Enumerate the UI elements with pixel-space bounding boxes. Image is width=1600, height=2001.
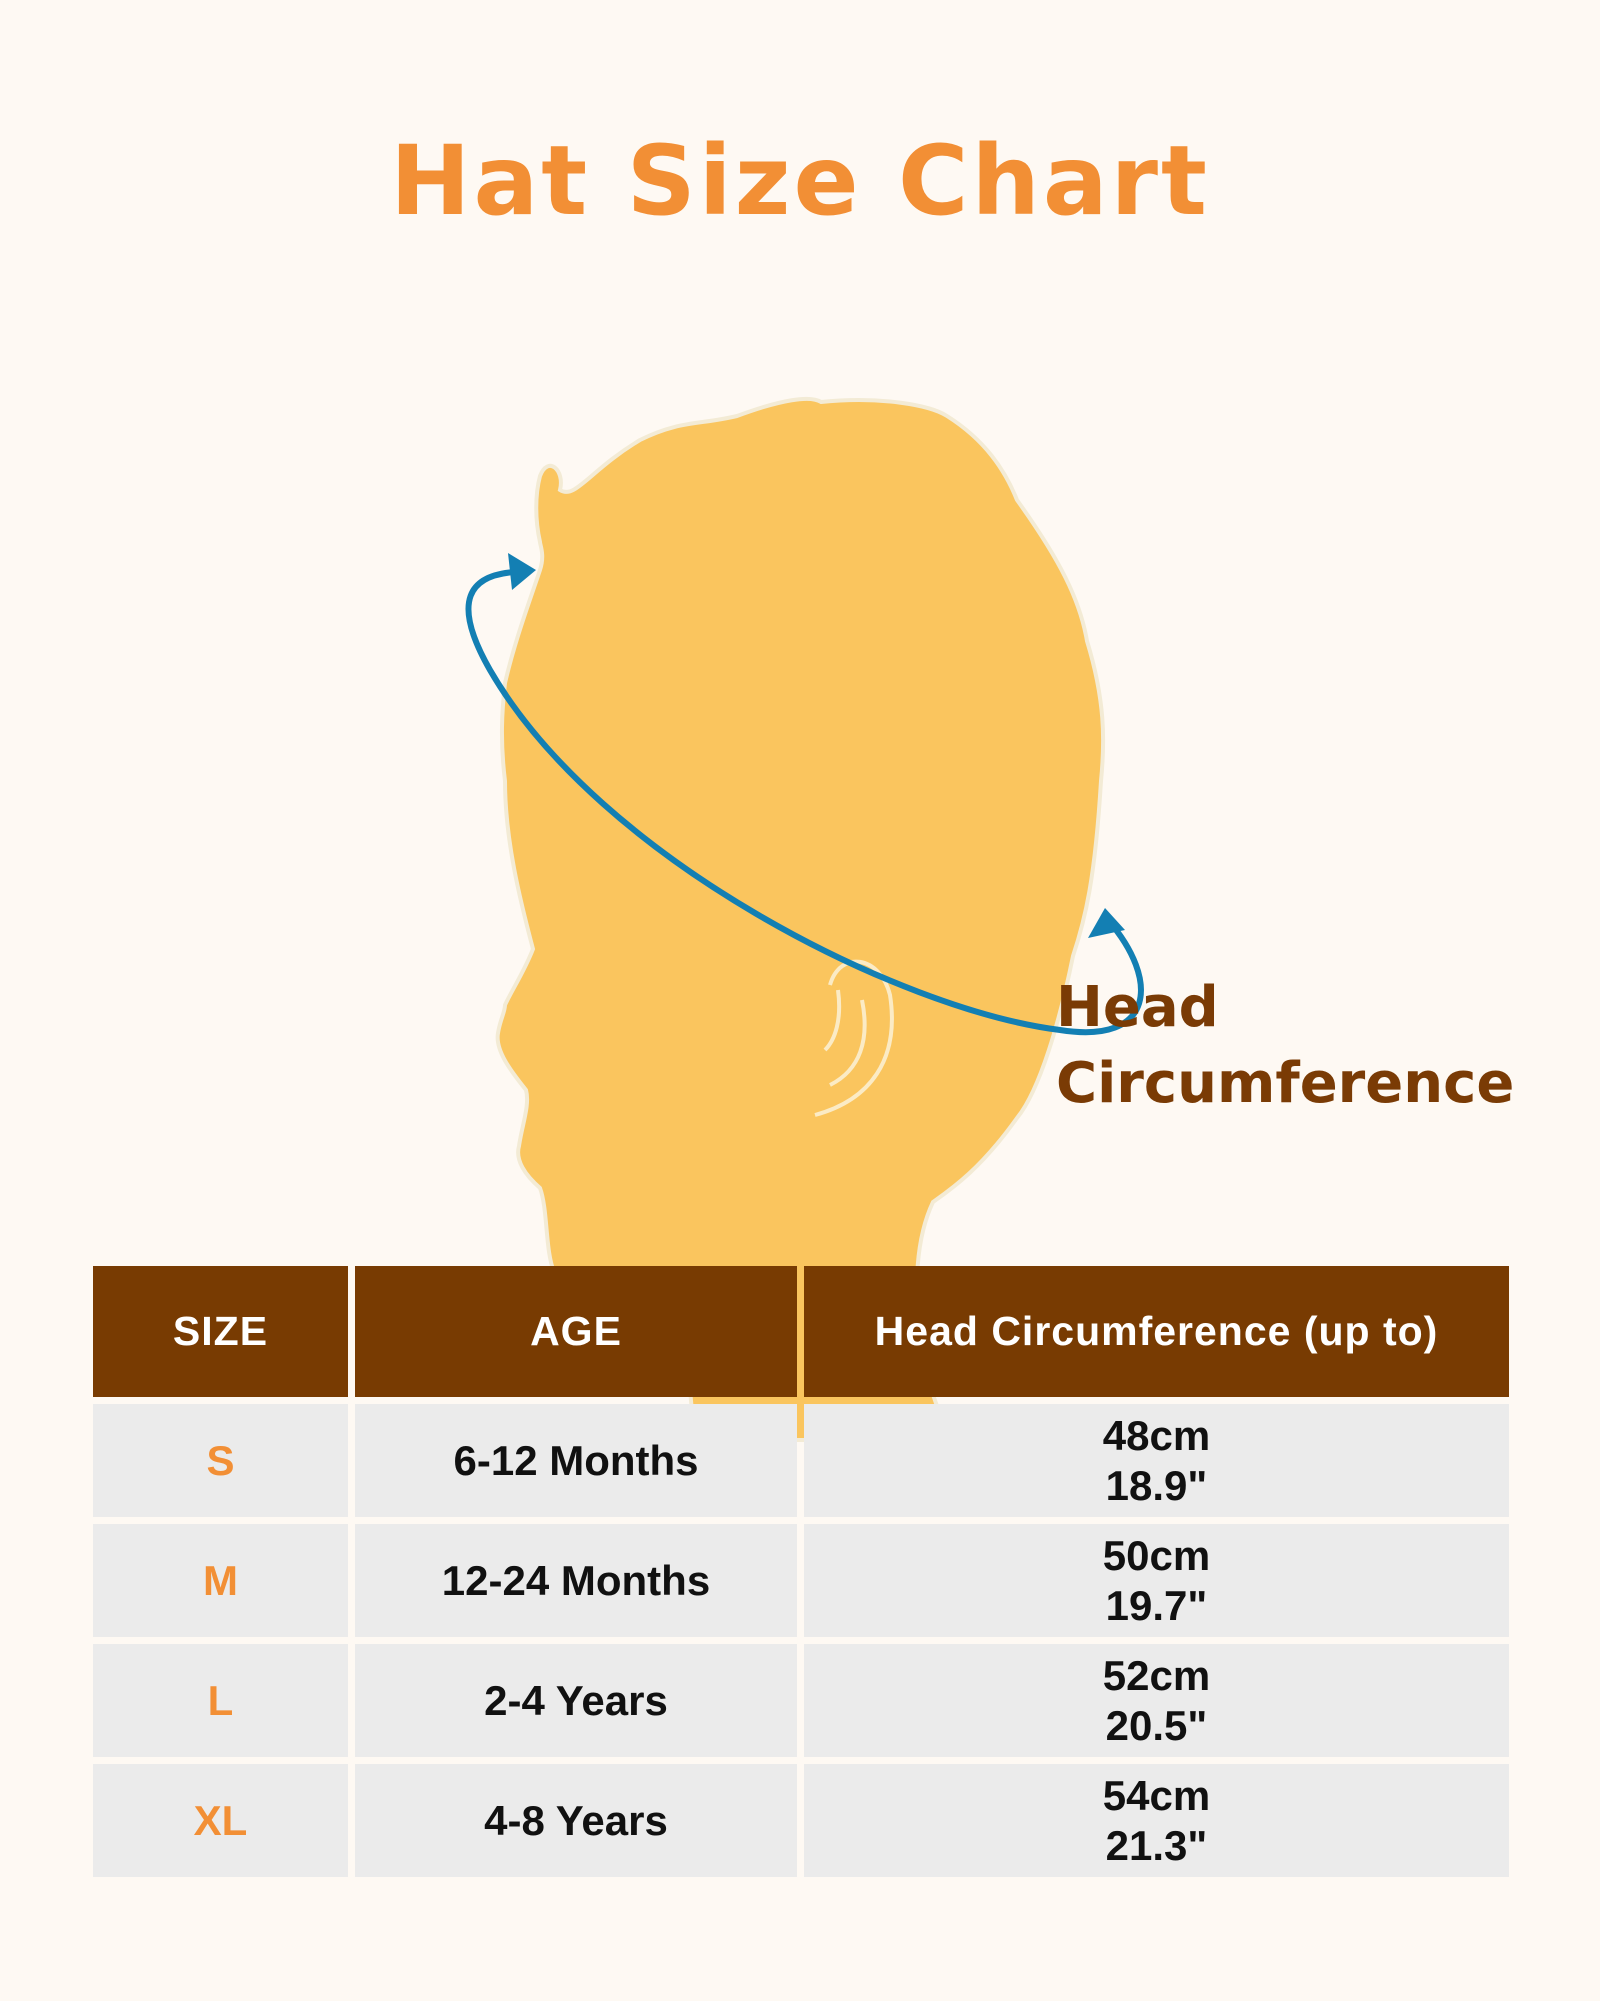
header-head-circumference: Head Circumference (up to) [804,1266,1509,1397]
page-title: Hat Size Chart [390,125,1210,237]
table-header-row: SIZE AGE Head Circumference (up to) [93,1266,1509,1397]
inch-value: 18.9" [1105,1461,1208,1509]
age-cell: 12-24 Months [355,1524,797,1637]
circumference-arrow [465,569,1144,1036]
inch-value: 19.7" [1105,1581,1208,1629]
table-row: S 6-12 Months 48cm 18.9" [93,1404,1509,1517]
size-cell: M [93,1524,348,1637]
cm-value: 54cm [1102,1771,1211,1819]
label-line-1: Head [1056,975,1219,1040]
header-age: AGE [355,1266,797,1397]
cm-value: 48cm [1102,1411,1211,1459]
table-row: XL 4-8 Years 54cm 21.3" [93,1764,1509,1877]
head-circumference-label: Head Circumference [1056,970,1514,1122]
size-cell: S [93,1404,348,1517]
age-cell: 4-8 Years [355,1764,797,1877]
inch-value: 21.3" [1105,1821,1208,1869]
table-row: L 2-4 Years 52cm 20.5" [93,1644,1509,1757]
header-size: SIZE [93,1266,348,1397]
arrowhead-left-icon [508,553,536,590]
inch-value: 20.5" [1105,1701,1208,1749]
age-cell: 6-12 Months [355,1404,797,1517]
circumference-cell: 50cm 19.7" [804,1524,1509,1637]
cm-value: 52cm [1102,1651,1211,1699]
size-cell: XL [93,1764,348,1877]
circumference-cell: 48cm 18.9" [804,1404,1509,1517]
arrowhead-right-icon [1088,908,1125,938]
label-line-2: Circumference [1056,1051,1515,1116]
circumference-cell: 54cm 21.3" [804,1764,1509,1877]
age-cell: 2-4 Years [355,1644,797,1757]
size-table: SIZE AGE Head Circumference (up to) S 6-… [86,1259,1516,1884]
table-row: M 12-24 Months 50cm 19.7" [93,1524,1509,1637]
size-cell: L [93,1644,348,1757]
cm-value: 50cm [1102,1531,1211,1579]
circumference-cell: 52cm 20.5" [804,1644,1509,1757]
